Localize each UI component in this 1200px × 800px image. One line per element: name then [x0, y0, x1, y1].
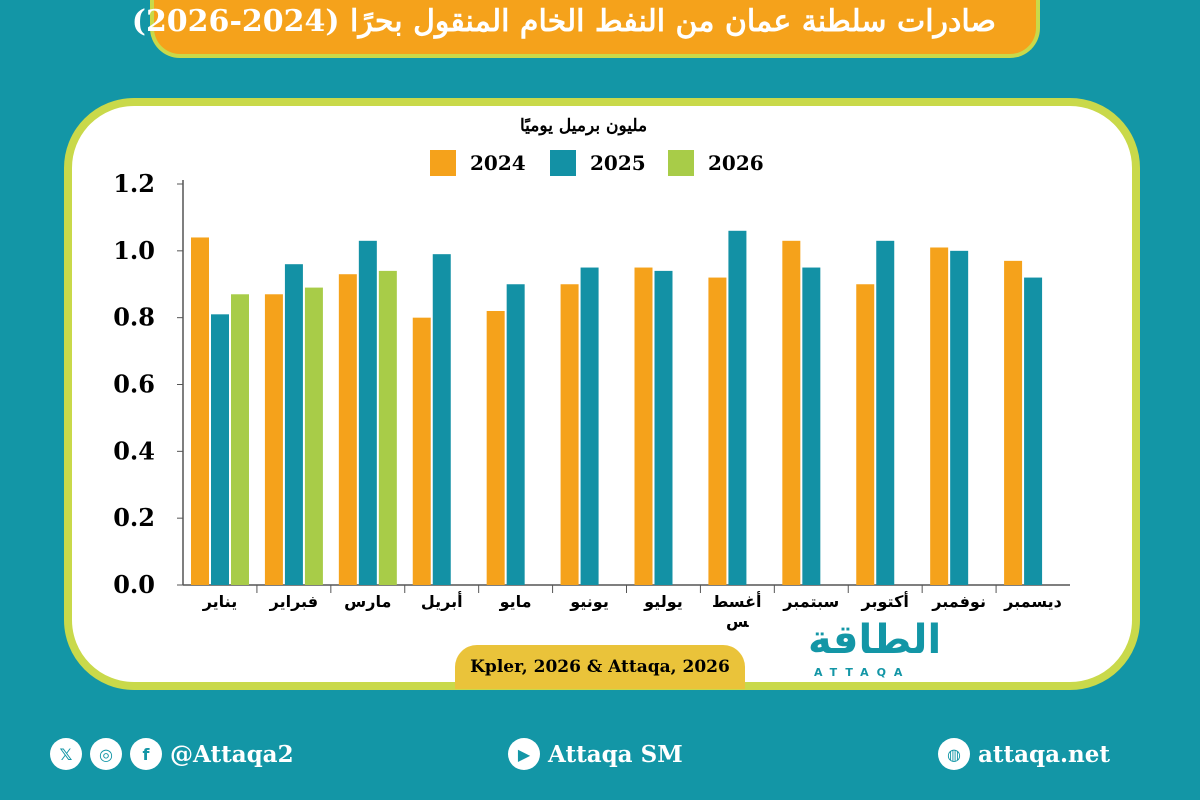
bar-2024 [782, 240, 801, 585]
x-tick-label: فبراير [269, 592, 319, 611]
legend-label: 2026 [708, 151, 764, 175]
attaqa-logo: الطاقة ATTAQA [808, 616, 941, 680]
logo-text: الطاقة [808, 617, 942, 663]
y-axis-unit: مليون برميل يوميًا [520, 116, 648, 136]
x-tick-label: ديسمبر [1004, 592, 1062, 611]
bar-2024 [560, 284, 579, 585]
legend-2025: 2025 [550, 150, 646, 176]
legend-label: 2024 [470, 151, 526, 175]
title-banner: صادرات سلطنة عمان من النفط الخام المنقول… [132, 0, 1040, 58]
y-tick-label: 0.2 [113, 503, 155, 532]
youtube-handle[interactable]: Attaqa SM [548, 740, 683, 768]
bar-2026 [304, 287, 323, 585]
x-tick-label: أبريل [420, 592, 463, 611]
legend-label: 2025 [590, 151, 646, 175]
x-tick-label: أكتوبر [861, 592, 909, 611]
bar-2024 [634, 267, 653, 585]
bar-2024 [264, 294, 283, 585]
source-label: Kpler, 2026 & Attaqa, 2026 [455, 645, 745, 689]
bar-2026 [231, 294, 249, 585]
x-tick-label: مايو [499, 592, 532, 611]
logo-subtext: ATTAQA [814, 666, 911, 679]
y-tick-label: 1.0 [113, 236, 155, 265]
bar-2025 [728, 230, 747, 586]
x-tick-label: أغسطس [713, 592, 762, 631]
legend-swatch [550, 150, 576, 176]
y-tick-label: 0.8 [113, 303, 155, 332]
bar-2025 [876, 240, 895, 585]
x-tick-label: يناير [202, 592, 238, 611]
bar-2024 [856, 284, 875, 585]
website-url[interactable]: attaqa.net [978, 740, 1111, 768]
bar-2026 [378, 270, 397, 585]
facebook-icon[interactable]: f [130, 738, 162, 770]
bar-2025 [580, 267, 599, 585]
y-tick-label: 0.6 [113, 370, 155, 399]
bar-2024 [338, 274, 357, 585]
bar-2024 [412, 317, 431, 585]
bar-2025 [284, 264, 303, 585]
social-handle[interactable]: @Attaqa2 [170, 740, 294, 768]
legend-2026: 2026 [668, 150, 764, 176]
y-tick-label: 0.0 [113, 570, 155, 599]
bar-2024 [930, 247, 949, 585]
globe-icon[interactable]: ◍ [938, 738, 970, 770]
y-tick-label: 0.4 [113, 436, 155, 465]
chart-title: صادرات سلطنة عمان من النفط الخام المنقول… [131, 4, 996, 39]
x-tick-label: سبتمبر [783, 592, 840, 611]
bar-2025 [432, 254, 451, 586]
bar-2024 [191, 237, 209, 585]
y-tick-label: 1.2 [113, 169, 155, 198]
youtube-icon[interactable]: ▶ [508, 738, 540, 770]
bar-2025 [1024, 277, 1043, 585]
social-links[interactable]: 𝕏 ◎ f @Attaqa2 [50, 738, 294, 770]
bar-2024 [1004, 260, 1023, 585]
x-tick-label: يونيو [570, 592, 609, 611]
x-tick-label: مارس [344, 592, 392, 611]
bar-2025 [211, 314, 229, 585]
bar-2025 [802, 267, 821, 585]
x-tick-label: يوليو [644, 592, 683, 611]
bar-2025 [506, 284, 525, 585]
x-tick-label: نوفمبر [932, 592, 986, 611]
bar-2025 [358, 240, 377, 585]
legend-swatch [430, 150, 456, 176]
bar-2025 [654, 270, 673, 585]
bar-2024 [708, 277, 727, 585]
legend-swatch [668, 150, 694, 176]
bar-2024 [486, 310, 505, 585]
instagram-icon[interactable]: ◎ [90, 738, 122, 770]
x-icon[interactable]: 𝕏 [50, 738, 82, 770]
legend-2024: 2024 [430, 150, 526, 176]
website-link[interactable]: ◍ attaqa.net [938, 738, 1110, 770]
bar-2025 [950, 250, 969, 586]
youtube-link[interactable]: ▶ Attaqa SM [508, 738, 683, 770]
